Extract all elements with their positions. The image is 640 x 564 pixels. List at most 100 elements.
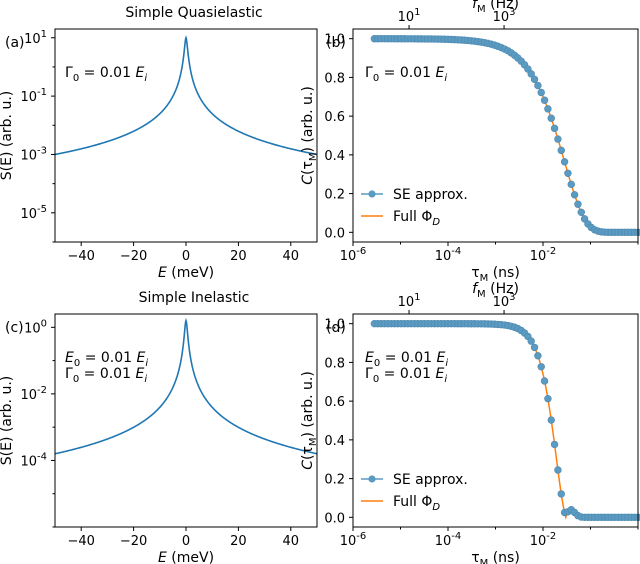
y-tick-label: 0.8 [324, 356, 345, 371]
x-tick-label: −40 [67, 534, 94, 549]
y-tick-label: 0.8 [324, 71, 345, 86]
x-axis-label: τM (ns) [471, 265, 520, 284]
legend-marker [368, 475, 376, 483]
annotation: E0 = 0.01 Ei [65, 350, 148, 369]
x-tick-label: 10-6 [340, 246, 367, 264]
x-tick-label: 10-2 [530, 246, 557, 264]
y-tick-label: 10-5 [20, 204, 47, 222]
x-tick-label: −20 [120, 534, 147, 549]
data-point [577, 208, 585, 216]
y-tick-label: 1.0 [324, 318, 345, 333]
legend-label: SE approx. [393, 187, 468, 203]
top-x-axis-label: fM (Hz) [472, 0, 519, 15]
annotation: Γ0 = 0.01 Ei [65, 65, 147, 84]
top-x-tick-label: 101 [398, 7, 421, 25]
y-axis-label: S(E) (arb. u.) [0, 376, 15, 465]
series-line [55, 35, 317, 156]
x-tick-label: 10-6 [340, 531, 367, 549]
data-point [540, 377, 549, 385]
top-x-tick-label: 103 [493, 7, 516, 25]
y-tick-label: 0.2 [324, 188, 345, 203]
data-point [550, 440, 559, 449]
y-tick-label: 0.0 [324, 511, 345, 526]
data-point [544, 395, 552, 403]
data-point [564, 169, 572, 177]
data-point [570, 191, 579, 199]
y-axis-label: C(τM) (arb. u.) [300, 86, 319, 185]
x-tick-label: 20 [230, 534, 247, 549]
x-axis-label: E (meV) [158, 265, 214, 281]
panel-label: (c) [5, 320, 24, 336]
data-point [527, 70, 535, 78]
top-x-axis-label: fM (Hz) [472, 281, 519, 300]
series-line [55, 317, 317, 455]
top-x-tick-label: 101 [398, 292, 421, 310]
panel-label: (b) [326, 35, 346, 51]
data-point [580, 215, 589, 223]
y-tick-label: 100 [24, 318, 47, 336]
panel-d: 10-6 10-4 10-2 101 103 0.0 0.2 0.4 0.6 0.8 1.0 τM (… [300, 281, 640, 564]
data-point [530, 343, 539, 352]
x-tick-label: 10-4 [435, 531, 462, 549]
panel-title: Simple Inelastic [139, 290, 250, 306]
plot-frame [54, 28, 318, 243]
data-point [634, 513, 640, 522]
y-tick-label: 10-1 [20, 87, 47, 105]
data-point [534, 81, 542, 90]
y-tick-label: 0.0 [324, 226, 345, 241]
legend-label: Full ΦD [393, 209, 440, 228]
data-point [527, 337, 535, 345]
data-point [547, 114, 555, 122]
panel-b: 10-6 10-4 10-2 101 103 0.0 0.2 0.4 0.6 0.8 1.0 τM (… [300, 0, 640, 284]
data-point [557, 490, 565, 498]
annotation: E0 = 0.01 Ei [365, 350, 448, 369]
y-tick-label: 0.6 [324, 110, 345, 125]
panel-a: −40 −20 0 20 40 101 10-1 10-3 10-5 E (meV) S(E) (a… [0, 5, 318, 281]
y-tick-label: 0.4 [324, 434, 345, 449]
y-tick-label: 10-3 [20, 145, 47, 163]
data-point [554, 135, 562, 143]
x-tick-label: 0 [182, 249, 190, 264]
annotation: Γ0 = 0.01 Ei [365, 65, 447, 84]
y-tick-label: 0.2 [324, 473, 345, 488]
data-point [534, 352, 542, 360]
legend-label: SE approx. [393, 472, 468, 488]
annotation: Γ0 = 0.01 Ei [65, 366, 147, 385]
x-axis-label: τM (ns) [471, 550, 520, 564]
data-point [550, 124, 559, 133]
data-point [530, 75, 539, 84]
data-point [554, 466, 562, 474]
y-tick-label: 10-2 [20, 385, 47, 403]
y-tick-label: 101 [24, 29, 47, 47]
data-point [634, 228, 640, 237]
x-tick-label: 10-4 [435, 246, 462, 264]
panel-label: (a) [5, 35, 25, 51]
x-tick-label: 0 [182, 534, 190, 549]
panel-title: Simple Quasielastic [125, 5, 262, 21]
data-point [537, 363, 545, 371]
y-axis-label: S(E) (arb. u.) [0, 91, 15, 180]
plot-frame [54, 313, 318, 528]
data-point [567, 180, 575, 189]
data-point [560, 158, 569, 166]
x-tick-label: 40 [283, 249, 300, 264]
x-tick-label: −40 [67, 249, 94, 264]
data-point [557, 146, 565, 155]
top-x-tick-label: 103 [493, 292, 516, 310]
data-point [547, 416, 555, 424]
y-axis-label: C(τM) (arb. u.) [300, 371, 319, 470]
y-tick-label: 0.4 [324, 149, 345, 164]
annotation: Γ0 = 0.01 Ei [365, 366, 447, 385]
legend-label: Full ΦD [393, 494, 440, 513]
x-tick-label: 40 [283, 534, 300, 549]
y-tick-label: 10-4 [20, 451, 47, 469]
data-point [574, 200, 582, 208]
data-point [540, 96, 549, 104]
panel-label: (d) [326, 320, 346, 336]
y-tick-label: 0.6 [324, 395, 345, 410]
data-point [537, 88, 545, 97]
x-tick-label: 10-2 [530, 531, 557, 549]
x-axis-label: E (meV) [158, 550, 214, 564]
data-point [544, 105, 552, 113]
